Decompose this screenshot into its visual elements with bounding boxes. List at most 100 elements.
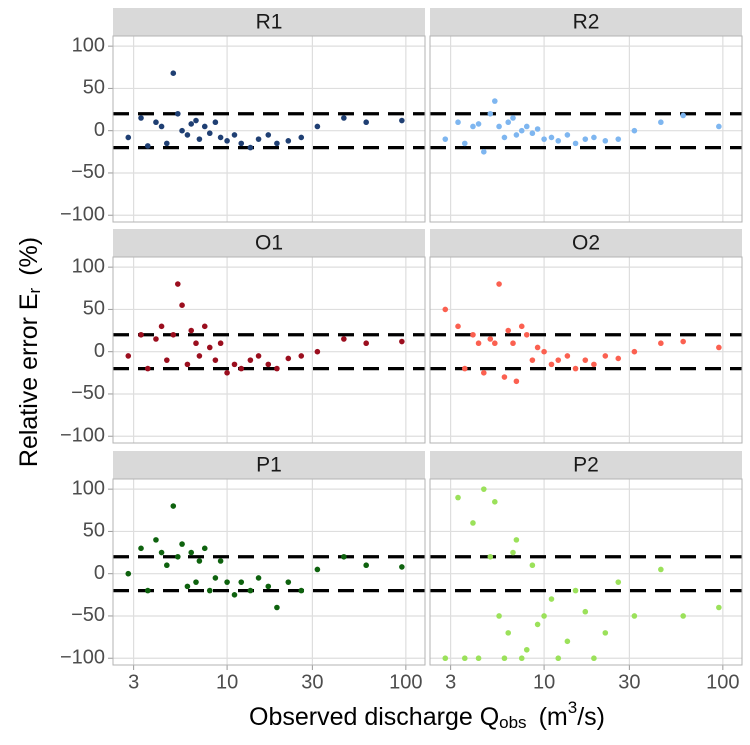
point (716, 123, 722, 130)
point (501, 655, 508, 662)
point (510, 115, 516, 121)
point (158, 323, 165, 330)
point (518, 655, 525, 662)
y-tick-label: 100 (72, 34, 105, 56)
panel (113, 479, 425, 665)
point (363, 119, 369, 126)
point (201, 323, 208, 330)
y-label-sub: r (25, 287, 44, 293)
point (631, 348, 638, 355)
point (541, 613, 547, 619)
point (529, 357, 536, 363)
y-label-text: Relative error E (15, 293, 43, 467)
strip (113, 8, 425, 36)
panel (430, 257, 742, 443)
point (496, 613, 502, 619)
point (475, 655, 482, 662)
panel-border (112, 256, 426, 444)
point (564, 353, 571, 359)
point (555, 138, 562, 144)
strip (430, 8, 742, 36)
point (399, 564, 405, 570)
point (265, 583, 272, 590)
point (523, 123, 530, 130)
point (144, 143, 151, 149)
y-tick-label: 100 (72, 255, 105, 277)
panel-border (112, 35, 426, 223)
point (274, 604, 280, 611)
panel (113, 36, 425, 222)
point (555, 357, 562, 363)
point (602, 353, 609, 359)
point (631, 127, 638, 134)
point (631, 613, 638, 619)
point (144, 587, 151, 594)
strip-title: P2 (573, 454, 599, 477)
y-tick-label: −50 (71, 604, 105, 626)
point (224, 138, 230, 144)
point (158, 123, 165, 130)
point (158, 549, 165, 556)
point (442, 136, 449, 142)
point (179, 127, 185, 134)
strip (430, 451, 742, 479)
point (582, 608, 589, 615)
point (201, 545, 208, 552)
y-tick-label: 0 (94, 562, 105, 584)
point (564, 132, 571, 138)
point (582, 136, 589, 142)
strip-title: R1 (256, 11, 283, 34)
point (492, 98, 498, 104)
point (265, 361, 272, 368)
point (138, 331, 144, 338)
point (193, 579, 199, 585)
y-tick-label: −100 (60, 647, 105, 669)
point (470, 520, 476, 526)
point (442, 306, 449, 313)
point (548, 134, 555, 141)
point (602, 630, 609, 636)
point (188, 121, 195, 127)
point (496, 281, 502, 287)
point (285, 355, 292, 362)
point (455, 119, 461, 126)
x-label-unit-end: /s) (577, 703, 605, 731)
point (541, 136, 547, 142)
point (680, 338, 686, 345)
point (523, 646, 530, 653)
point (153, 119, 159, 126)
point (564, 638, 571, 645)
point (487, 110, 494, 117)
point (175, 553, 181, 560)
point (164, 562, 170, 569)
point (470, 331, 476, 338)
x-tick-label: 30 (301, 671, 323, 693)
point (341, 115, 347, 121)
point (201, 123, 208, 130)
point (196, 558, 203, 564)
point (455, 494, 461, 501)
x-label-sup: 3 (568, 698, 577, 717)
point (492, 499, 498, 505)
point (481, 149, 487, 155)
panel (430, 36, 742, 222)
point (212, 119, 219, 126)
panel-border (429, 478, 743, 666)
point (298, 353, 305, 359)
point (274, 365, 280, 372)
x-tick-label: 30 (618, 671, 640, 693)
point (461, 140, 468, 147)
point (274, 140, 280, 147)
point (591, 361, 597, 368)
point (247, 144, 254, 151)
point (238, 579, 245, 585)
point (247, 357, 254, 363)
point (615, 579, 622, 585)
point (615, 355, 622, 362)
point (341, 336, 347, 342)
point (505, 630, 512, 636)
point (510, 340, 516, 347)
point (510, 549, 516, 556)
y-tick-label: 0 (94, 119, 105, 141)
point (217, 558, 224, 564)
